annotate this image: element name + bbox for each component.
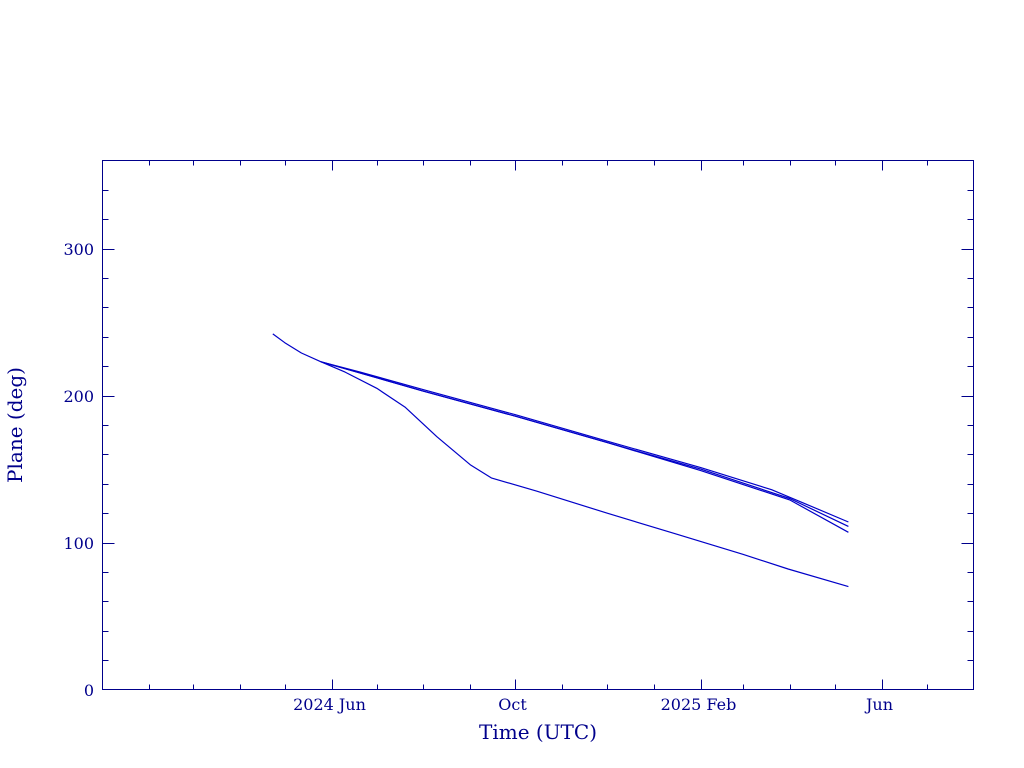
series-line-4 bbox=[320, 361, 849, 588]
y-tick-label: 0 bbox=[84, 681, 94, 700]
y-axis-title: Plane (deg) bbox=[3, 367, 27, 483]
series-lines bbox=[272, 333, 849, 588]
x-tick-label: 2024 Jun bbox=[293, 695, 366, 714]
y-tick-label: 100 bbox=[63, 534, 94, 553]
x-tick-label: Oct bbox=[498, 695, 527, 714]
series-line-2 bbox=[320, 361, 849, 527]
y-tick-label: 300 bbox=[63, 240, 94, 259]
axis-tick-labels: 2024 Jun Oct 2025 Feb Jun 0 100 200 300 bbox=[63, 240, 893, 714]
plot-frame bbox=[102, 160, 974, 690]
x-axis-title: Time (UTC) bbox=[479, 720, 597, 744]
axis-ticks bbox=[102, 160, 974, 690]
x-tick-label: Jun bbox=[864, 695, 893, 714]
y-tick-label: 200 bbox=[63, 387, 94, 406]
series-line-3 bbox=[320, 361, 849, 533]
x-tick-label: 2025 Feb bbox=[661, 695, 737, 714]
series-line-1 bbox=[272, 333, 849, 523]
